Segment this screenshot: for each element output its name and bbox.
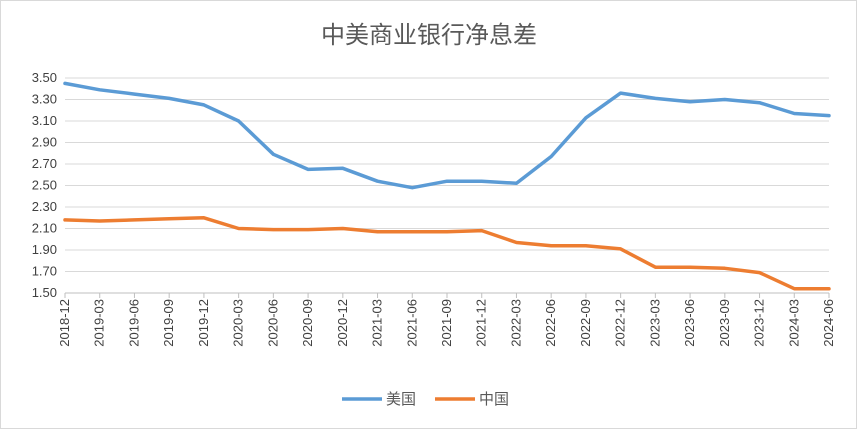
y-tick-label: 2.10: [32, 221, 57, 236]
data-point: [619, 247, 622, 251]
data-point: [827, 114, 831, 117]
x-tick-label: 2019-09: [161, 299, 176, 347]
data-point: [237, 227, 240, 230]
y-tick-label: 2.90: [32, 135, 57, 150]
x-tick-label: 2020-09: [300, 299, 315, 347]
y-tick-label: 2.30: [32, 199, 57, 214]
data-point: [654, 266, 657, 269]
data-point: [306, 168, 310, 171]
y-tick-label: 1.50: [32, 285, 57, 300]
y-tick-label: 3.10: [32, 113, 57, 128]
x-tick-label: 2022-03: [508, 299, 523, 347]
data-point: [688, 100, 692, 103]
x-tick-label: 2018-12: [57, 299, 72, 347]
y-tick-label: 3.50: [32, 70, 57, 85]
data-point: [376, 230, 379, 233]
data-point: [306, 228, 310, 231]
x-tick-label: 2023-12: [752, 299, 767, 347]
x-tick-label: 2019-12: [196, 299, 211, 347]
x-tick-label: 2021-03: [370, 299, 385, 347]
data-point: [793, 112, 796, 115]
data-point: [411, 230, 414, 233]
data-point: [237, 119, 240, 123]
legend-label: 中国: [479, 390, 509, 408]
data-point: [480, 229, 483, 232]
x-tick-label: 2024-03: [786, 299, 801, 347]
y-tick-label: 2.70: [32, 156, 57, 171]
data-point: [445, 180, 449, 183]
data-point: [515, 241, 518, 244]
data-point: [202, 216, 206, 219]
legend-label: 美国: [386, 390, 416, 408]
data-point: [619, 91, 622, 95]
data-point: [98, 219, 101, 223]
data-point: [445, 230, 449, 233]
data-point: [827, 287, 831, 290]
data-point: [341, 167, 344, 170]
x-tick-label: 2020-06: [265, 299, 280, 347]
x-tick-label: 2021-09: [439, 299, 454, 347]
data-point: [376, 180, 379, 183]
x-tick-label: 2024-06: [821, 299, 836, 347]
x-tick-label: 2023-03: [647, 299, 662, 347]
data-point: [550, 244, 553, 247]
y-tick-label: 1.90: [32, 242, 57, 257]
y-tick-label: 2.50: [32, 178, 57, 193]
data-point: [168, 217, 171, 220]
x-tick-label: 2022-12: [613, 299, 628, 347]
x-tick-label: 2021-06: [404, 299, 419, 347]
x-tick-label: 2023-06: [682, 299, 697, 347]
data-point: [723, 267, 726, 270]
data-point: [480, 180, 483, 183]
legend: 美国 中国: [342, 390, 509, 408]
data-point: [584, 116, 588, 120]
x-tick-label: 2022-09: [578, 299, 593, 347]
data-point: [793, 287, 796, 290]
data-point: [688, 266, 692, 269]
data-point: [758, 101, 761, 104]
data-point: [723, 98, 726, 101]
axes: 3.50 3.30 3.10 2.90 2.70 2.50 2.30 2.10 1.90 1.70…: [32, 70, 836, 347]
data-point: [654, 97, 657, 100]
data-point: [272, 228, 275, 231]
data-point: [758, 271, 761, 274]
data-point: [341, 227, 344, 230]
data-point: [202, 103, 206, 107]
x-tick-label: 2019-06: [126, 299, 141, 347]
data-point: [584, 244, 588, 247]
gridlines: [65, 77, 829, 294]
data-point: [411, 186, 414, 189]
data-point: [98, 88, 101, 92]
series-lines: [63, 81, 831, 291]
data-point: [168, 97, 171, 100]
chart-title: 中美商业银行净息差: [321, 21, 537, 49]
x-tick-label: 2020-03: [231, 299, 246, 347]
x-tick-label: 2023-09: [717, 299, 732, 347]
x-tick-label: 2022-06: [543, 299, 558, 347]
data-point: [63, 218, 67, 222]
y-tick-label: 1.70: [32, 264, 57, 279]
data-point: [133, 92, 136, 96]
data-point: [133, 218, 136, 222]
x-tick-label: 2021-12: [474, 299, 489, 347]
x-tick-label: 2019-03: [92, 299, 107, 347]
data-point: [550, 155, 553, 158]
x-tick-label: 2020-12: [335, 299, 350, 347]
data-point: [63, 82, 67, 85]
y-tick-label: 3.30: [32, 92, 57, 107]
data-point: [272, 153, 275, 156]
data-point: [515, 182, 518, 185]
